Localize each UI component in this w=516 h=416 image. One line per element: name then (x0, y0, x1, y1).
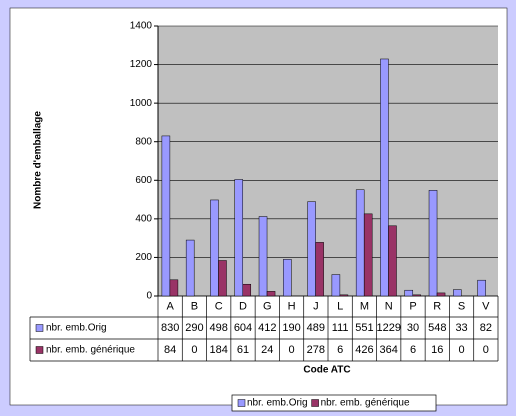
bar (339, 294, 349, 297)
x-tick-label: B (191, 300, 198, 312)
table-row-label: nbr. emb.Orig (46, 323, 107, 334)
bar (266, 291, 276, 297)
y-tick-label: 1000 (130, 98, 153, 109)
table-value: 6 (410, 344, 416, 356)
x-tick-label: P (409, 300, 416, 312)
x-tick-label: L (337, 300, 343, 312)
x-axis-title: Code ATC (303, 365, 350, 376)
table-value: 830 (161, 322, 179, 334)
x-tick-label: H (288, 300, 296, 312)
bar (307, 201, 316, 297)
table-value: 16 (431, 344, 443, 356)
y-tick-label: 0 (146, 291, 152, 302)
legend-box (231, 394, 437, 412)
table-value: 498 (210, 322, 228, 334)
bar (355, 189, 365, 297)
table-row-label: nbr. emb. générique (46, 345, 135, 356)
x-tick-label: S (458, 300, 465, 312)
table-value: 30 (407, 322, 419, 334)
bar (161, 135, 171, 297)
table-value: 548 (428, 322, 446, 334)
x-tick-label: R (433, 300, 441, 312)
bar (218, 260, 227, 297)
bar (412, 294, 422, 297)
table-value: 364 (380, 344, 398, 356)
bar (388, 225, 397, 297)
table-value: 426 (355, 344, 373, 356)
table-value: 489 (307, 322, 325, 334)
y-tick-label: 800 (135, 136, 152, 147)
bar (258, 216, 268, 297)
bar (210, 199, 219, 297)
legend-key (35, 346, 44, 354)
plot-area (158, 26, 498, 296)
y-tick-label: 1200 (130, 59, 153, 70)
x-tick-label: D (239, 300, 247, 312)
bar (404, 289, 414, 297)
table-value: 184 (210, 344, 228, 356)
table-value: 33 (455, 322, 467, 334)
y-tick-label: 400 (135, 213, 152, 224)
bar (283, 259, 292, 297)
bar (363, 213, 373, 297)
legend-key (237, 399, 246, 407)
x-tick-label: V (482, 300, 490, 312)
table-value: 278 (307, 344, 325, 356)
bar (380, 58, 389, 297)
y-tick-label: 600 (135, 175, 152, 186)
table-value: 290 (185, 322, 203, 334)
table-value: 84 (164, 344, 176, 356)
legend-key (35, 324, 44, 332)
table-value: 0 (191, 344, 197, 356)
bar (234, 179, 244, 297)
x-tick-label: J (313, 300, 319, 312)
table-value: 111 (332, 322, 349, 334)
bar (169, 279, 179, 297)
bar (477, 279, 486, 297)
legend-key (311, 399, 319, 407)
table-value: 0 (483, 344, 489, 356)
table-value: 551 (355, 322, 373, 334)
table-value: 190 (282, 322, 300, 334)
x-tick-label: N (385, 300, 393, 312)
bar (436, 292, 446, 297)
y-tick-label: 200 (135, 252, 152, 263)
x-tick-label: A (166, 300, 174, 312)
x-tick-label: G (263, 300, 272, 312)
x-tick-label: C (215, 300, 223, 312)
legend-label: nbr. emb.Orig (247, 398, 308, 409)
y-axis-title: Nombre d'emballage (33, 111, 44, 209)
table-value: 0 (289, 344, 295, 356)
table-value: 6 (337, 344, 343, 356)
table-value: 0 (459, 344, 465, 356)
table-value: 412 (258, 322, 276, 334)
legend-label: nbr. emb. générique (321, 398, 410, 409)
table-value: 604 (234, 322, 252, 334)
table-value: 24 (261, 344, 273, 356)
table-value: 82 (480, 322, 492, 334)
bar (185, 239, 195, 297)
x-tick-label: M (360, 300, 369, 312)
y-tick-label: 1400 (130, 21, 153, 32)
bar (331, 274, 341, 297)
bar (453, 289, 462, 297)
bar (242, 283, 252, 297)
table-value: 1229 (376, 322, 400, 334)
bar (315, 242, 324, 297)
table-value: 61 (237, 344, 249, 356)
bar (428, 190, 438, 297)
